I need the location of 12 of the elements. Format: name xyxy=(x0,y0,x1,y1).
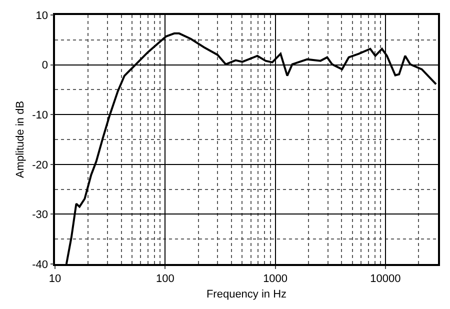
y-axis-title: Amplitude in dB xyxy=(14,100,26,178)
y-tick-label: 10 xyxy=(36,10,48,22)
x-tick-label: 10000 xyxy=(370,272,401,285)
x-tick-label: 1000 xyxy=(263,272,288,285)
y-tick-label: -30 xyxy=(32,209,48,222)
x-tick-label: 10 xyxy=(48,272,62,285)
x-tick-label: 100 xyxy=(156,272,174,285)
y-tick-label: -10 xyxy=(32,109,48,122)
y-tick-label: -20 xyxy=(32,159,48,172)
y-tick-label: 0 xyxy=(42,60,48,72)
x-axis-title: Frequency in Hz xyxy=(206,288,287,301)
y-tick-label: -40 xyxy=(32,258,48,271)
